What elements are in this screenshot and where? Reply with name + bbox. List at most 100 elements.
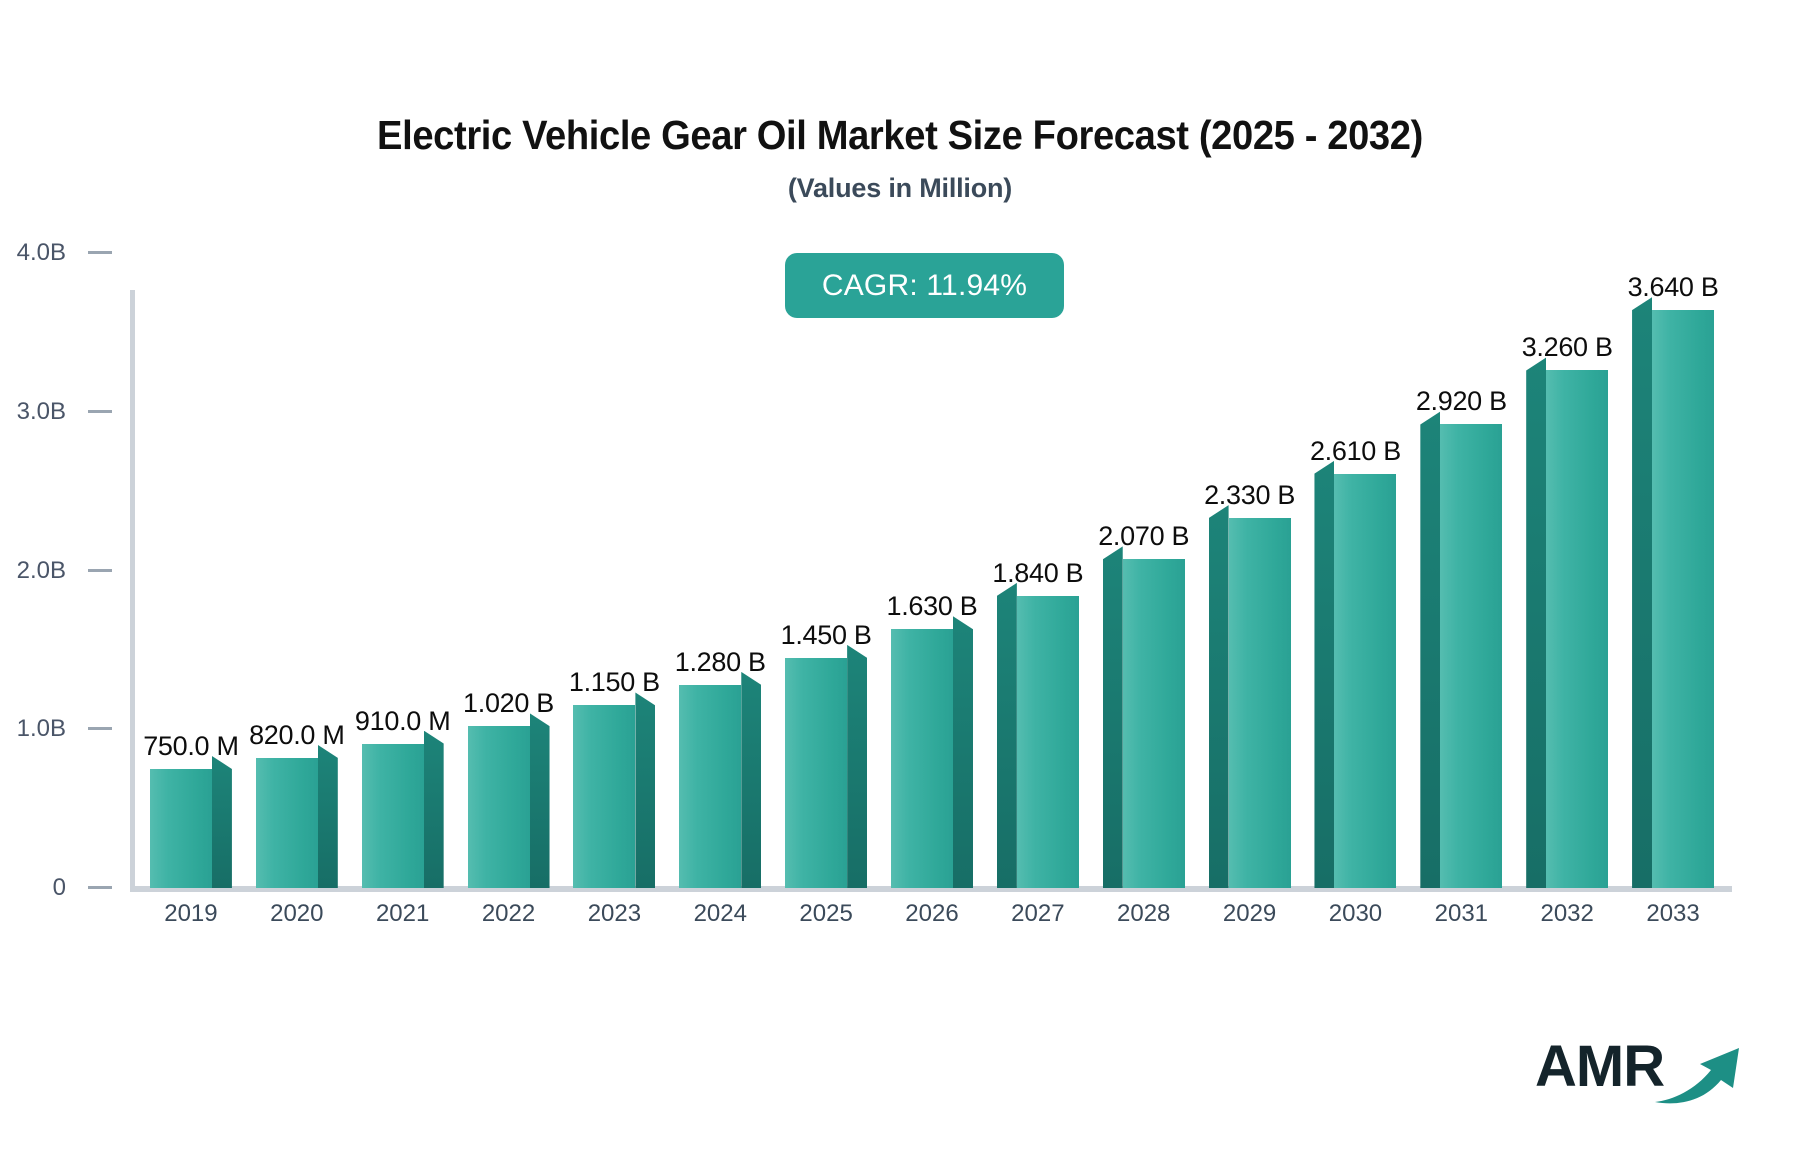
bar-value-label: 750.0 M (143, 730, 239, 761)
bar: 1.840 B (992, 558, 1084, 888)
bar-value-label: 2.070 B (1098, 521, 1190, 552)
bar-value-label: 1.450 B (780, 619, 872, 650)
bar-value-label: 1.630 B (886, 591, 978, 622)
bar: 1.280 B (675, 647, 766, 888)
bar: 2.330 B (1204, 480, 1295, 888)
x-axis-line (130, 886, 1732, 892)
cagr-badge: CAGR: 11.94% (785, 253, 1064, 318)
y-axis-tick-mark (88, 568, 112, 572)
bar-side-face (1102, 546, 1123, 888)
bar: 750.0 M (143, 731, 239, 888)
x-axis-tick-label: 2022 (481, 900, 536, 927)
bar-front-face (573, 705, 636, 888)
bar-value-label: 1.840 B (992, 557, 1084, 588)
bar-front-face (785, 657, 848, 888)
bar-front-face (1228, 518, 1291, 888)
bar-value-label: 820.0 M (249, 719, 345, 750)
bar-front-face (149, 768, 212, 888)
bar: 1.020 B (463, 688, 554, 888)
bar-value-label: 2.330 B (1204, 480, 1296, 511)
bar-side-face (1420, 411, 1441, 888)
bar: 910.0 M (355, 706, 451, 888)
x-axis-tick-label: 2031 (1434, 900, 1489, 927)
bar-front-face (1334, 473, 1397, 888)
bar-side-face (317, 744, 338, 888)
cagr-badge-label: CAGR: 11.94% (821, 268, 1028, 302)
x-axis-tick-label: 2030 (1328, 900, 1383, 927)
bar-front-face (467, 726, 530, 888)
bar: 2.610 B (1310, 436, 1401, 888)
bar-front-face (255, 757, 318, 888)
bar-side-face (635, 692, 656, 888)
amr-wordmark: AMR (1535, 1034, 1665, 1099)
y-axis-tick-label: 1.0B (16, 715, 66, 743)
x-axis-tick-label: 2020 (270, 900, 324, 927)
bar-front-face (1122, 559, 1185, 888)
y-axis-tick-mark (88, 251, 112, 254)
bar: 2.070 B (1098, 521, 1190, 888)
bar: 1.150 B (569, 667, 660, 888)
bar-side-face (996, 582, 1017, 888)
x-axis-tick-label: 2025 (799, 900, 853, 927)
bar-front-face (1652, 310, 1715, 888)
bar-value-label: 3.260 B (1521, 332, 1613, 363)
page-title: Electric Vehicle Gear Oil Market Size Fo… (377, 112, 1423, 158)
y-axis-tick-label: 2.0B (16, 556, 66, 584)
y-axis-tick-label: 0 (52, 874, 66, 901)
y-axis-tick: 4.0B (0, 240, 130, 266)
bar-side-face (953, 616, 973, 888)
bar-side-face (741, 671, 762, 888)
x-axis-tick-label: 2028 (1117, 900, 1171, 927)
bar-value-label: 1.150 B (568, 667, 660, 698)
bar-side-face (423, 730, 444, 888)
y-axis-tick-mark (88, 727, 112, 731)
y-axis-tick: 2.0B (0, 556, 130, 584)
bar-front-face (679, 684, 742, 888)
bar-side-face (211, 755, 232, 888)
bar-side-face (1526, 357, 1547, 888)
y-axis-line (130, 290, 135, 888)
bar: 1.630 B (887, 591, 978, 888)
bar: 3.260 B (1522, 332, 1613, 888)
bar-front-face (1440, 424, 1503, 888)
bar-front-face (361, 743, 424, 888)
y-axis-tick-label: 3.0B (16, 397, 66, 425)
bar-value-label: 3.640 B (1627, 272, 1719, 303)
bar-side-face (1314, 460, 1335, 888)
x-axis-tick-label: 2024 (693, 900, 747, 927)
x-axis-tick-label: 2023 (587, 900, 642, 927)
x-axis-tick-label: 2033 (1646, 900, 1700, 927)
bar-side-face (529, 713, 550, 888)
bar-front-face (1546, 370, 1609, 888)
bar-value-label: 2.610 B (1309, 435, 1401, 466)
x-axis-tick-label: 2019 (164, 900, 218, 927)
x-axis-tick-label: 2027 (1011, 900, 1065, 927)
y-axis-tick-label: 4.0B (16, 239, 66, 266)
y-axis-tick-mark (88, 886, 112, 889)
bar-value-label: 1.280 B (674, 646, 766, 677)
y-axis-tick: 3.0B (0, 397, 130, 425)
bar-front-face (891, 629, 953, 888)
growth-arrow-icon (1655, 1048, 1739, 1104)
bar: 1.450 B (781, 620, 872, 888)
bar: 3.640 B (1628, 272, 1719, 888)
bar-side-face (847, 644, 868, 888)
x-axis-tick-label: 2021 (375, 900, 430, 927)
bar: 820.0 M (249, 720, 345, 888)
x-axis-tick-label: 2026 (905, 900, 959, 927)
bar-front-face (1016, 595, 1079, 888)
bar: 2.920 B (1416, 386, 1507, 888)
bar-value-label: 910.0 M (354, 705, 451, 736)
y-axis-tick: 1.0B (0, 716, 130, 742)
chart-subtitle: (Values in Million) (787, 173, 1013, 203)
bar-side-face (1208, 505, 1229, 888)
x-axis-tick-label: 2029 (1222, 900, 1277, 927)
bar-value-label: 2.920 B (1415, 386, 1507, 417)
amr-logo: AMR (1535, 1038, 1745, 1118)
bar-side-face (1632, 297, 1653, 888)
y-axis-tick: 0 (0, 875, 130, 901)
y-axis-tick-mark (88, 409, 112, 413)
bar-value-label: 1.020 B (463, 688, 555, 719)
